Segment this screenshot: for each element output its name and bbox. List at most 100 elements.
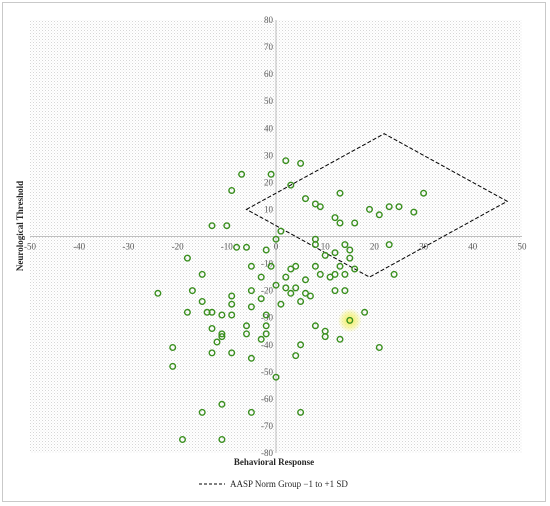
data-point [287,265,295,273]
x-tick-label: 50 [518,242,528,252]
data-point [198,408,206,416]
y-tick-label: 80 [264,15,274,25]
data-point [228,349,236,357]
x-tick-labels: -50 -40 -30 -20 -10 0 10 20 30 40 50 [24,242,527,252]
data-point [218,330,226,338]
data-point [228,300,236,308]
data-point [208,325,216,333]
data-point [321,251,329,259]
data-point [203,308,211,316]
data-point [366,205,374,213]
data-point [208,308,216,316]
data-point [208,222,216,230]
x-axis-title: Behavioral Response [234,457,314,467]
data-point [169,362,177,370]
x-tick-label: -10 [221,242,233,252]
data-point [420,189,428,197]
data-point-highlighted [346,316,354,324]
y-tick-label: -10 [261,259,273,269]
y-tick-label: 30 [264,150,274,160]
data-point [208,349,216,357]
data-point [267,170,275,178]
data-point [218,400,226,408]
x-tick-label: 30 [419,242,429,252]
x-tick-label: 20 [370,242,380,252]
data-point [277,227,285,235]
y-tick-label: -50 [261,367,273,377]
data-point [311,241,319,249]
highlight-layer [337,308,362,333]
data-point [228,292,236,300]
data-point [247,287,255,295]
data-point [247,303,255,311]
data-point [183,254,191,262]
data-point [277,300,285,308]
data-point [272,373,280,381]
data-point [169,344,177,352]
y-tick-label: -80 [261,448,273,458]
data-point [228,311,236,319]
data-point [311,262,319,270]
data-point [287,181,295,189]
data-point [213,338,221,346]
data-point [257,335,265,343]
data-point [336,189,344,197]
data-point [297,159,305,167]
data-point [292,284,300,292]
data-point [262,322,270,330]
y-tick-label: -70 [261,421,273,431]
data-point [238,170,246,178]
data-point [198,298,206,306]
data-point [302,195,310,203]
data-point [188,287,196,295]
data-point [336,262,344,270]
data-point [385,203,393,211]
y-tick-label: -60 [261,394,273,404]
data-point [282,273,290,281]
data-point [272,281,280,289]
x-tick-label: -30 [122,242,134,252]
data-point [336,335,344,343]
x-tick-label: -50 [24,242,36,252]
data-point [272,235,280,243]
data-point [331,249,339,257]
data-point [247,262,255,270]
data-point [306,292,314,300]
data-point [341,287,349,295]
data-point [395,203,403,211]
data-point [154,289,162,297]
data-point [262,311,270,319]
data-point [390,270,398,278]
x-tick-label: 40 [468,242,478,252]
data-point [262,246,270,254]
y-tick-label: 40 [264,123,274,133]
data-point [218,333,226,341]
data-point [321,333,329,341]
x-tick-label: 10 [321,242,331,252]
x-tick-label: -20 [172,242,184,252]
data-point [326,273,334,281]
data-point [297,298,305,306]
x-tick-label: -40 [73,242,85,252]
data-point [282,284,290,292]
y-tick-label: -40 [261,340,273,350]
data-point [410,208,418,216]
y-tick-label: 50 [264,96,274,106]
highlight-glow [337,308,362,333]
data-point [311,322,319,330]
data-point [262,330,270,338]
data-point [218,311,226,319]
data-point [242,243,250,251]
data-point [247,408,255,416]
data-point [361,308,369,316]
data-point [302,276,310,284]
data-point [282,157,290,165]
data-point [336,219,344,227]
y-tick-label: 70 [264,42,274,52]
data-point [375,211,383,219]
data-point [346,246,354,254]
data-point [178,436,186,444]
data-point [218,436,226,444]
data-points [154,157,428,444]
data-point [257,295,265,303]
